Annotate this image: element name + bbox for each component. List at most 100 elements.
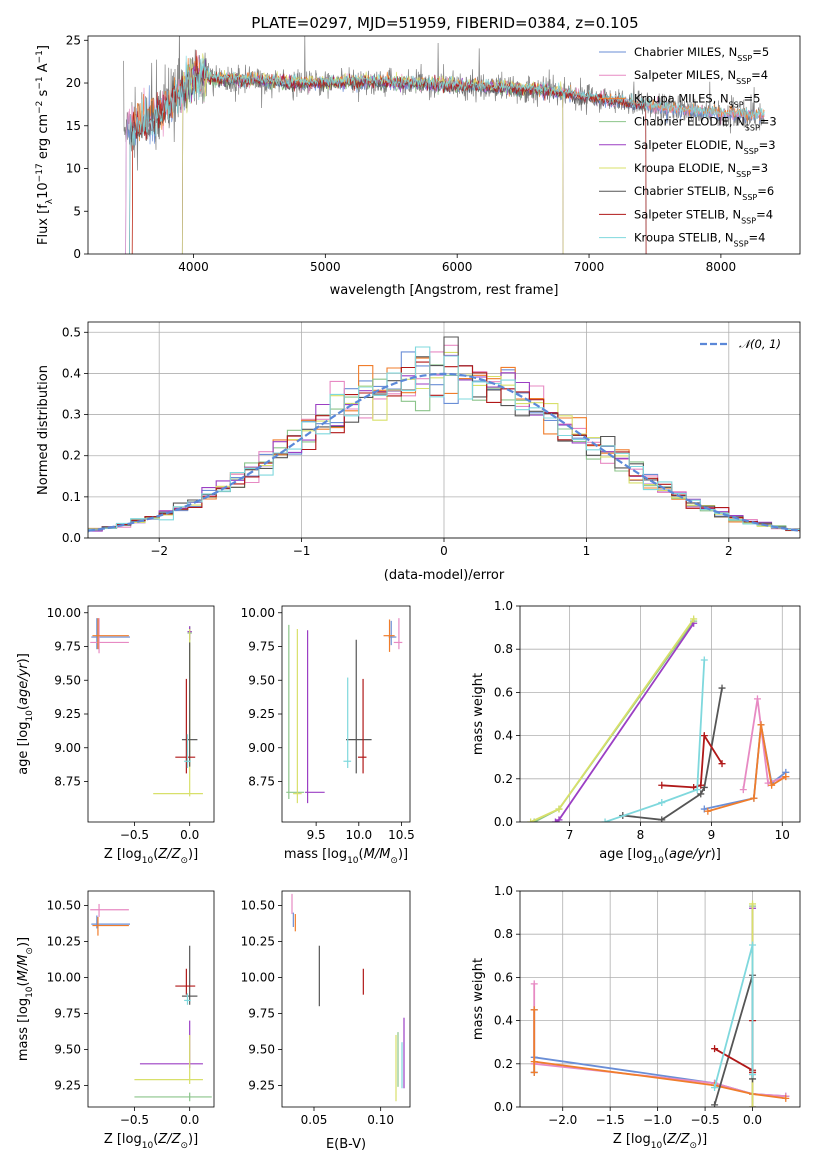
y-tick-label: 0.2 [62, 449, 81, 463]
x-tick-label: −0.5 [120, 828, 149, 842]
y-tick-label: 0.8 [494, 927, 513, 941]
y-tick-label: 0 [73, 247, 81, 261]
errorbar-area [286, 618, 403, 804]
weight-marker-7 [690, 783, 698, 791]
y-tick-label: 9.25 [54, 1078, 81, 1092]
weight-line-0 [533, 1009, 786, 1098]
age-vs-metallicity-plot: −0.5 0.0 8.75 9.00 9.25 9.50 9.75 10.00 Z [log10… [16, 605, 215, 866]
y-tick-label: 0.2 [494, 772, 513, 786]
weight-marker-1 [753, 695, 761, 703]
y-tick-label: 9.00 [54, 741, 81, 755]
y-tick-label: 0.8 [494, 642, 513, 656]
x-axis-label: mass [log10(M/M⊙)] [284, 847, 408, 866]
x-tick-label: 2 [725, 544, 733, 558]
x-tick-label: 0 [440, 544, 448, 558]
x-tick-label: 10.0 [345, 828, 372, 842]
weight-lines [527, 615, 790, 822]
weight-marker-6 [718, 684, 726, 692]
weight-line-1 [533, 983, 786, 1098]
legend-label: Salpeter ELODIE, NSSP=3 [634, 138, 776, 156]
y-tick-label: 0.5 [62, 325, 81, 339]
weight-marker-7 [658, 781, 666, 789]
weight-marker-8 [700, 656, 708, 664]
weight-marker-6 [658, 816, 666, 822]
histogram-area [88, 336, 800, 533]
axes-frame [87, 321, 801, 539]
y-tick-label: 9.75 [54, 640, 81, 654]
x-tick-label: 0.05 [301, 1113, 328, 1127]
x-tick-label: 1 [583, 544, 591, 558]
y-axis-label: Normed distribution [36, 365, 51, 495]
weight-line-6 [713, 974, 754, 1106]
y-tick-label: 0.4 [494, 1014, 513, 1028]
weight-line-2 [533, 1009, 786, 1100]
x-tick-label: 4000 [178, 260, 209, 274]
age-vs-mass-plot: 9.5 10.0 10.5 8.75 9.00 9.25 9.50 9.75 10.00 mass… [241, 605, 415, 866]
weight-marker-6 [700, 783, 708, 791]
axes-frame [87, 605, 215, 823]
weight-line-8 [604, 659, 706, 822]
y-tick-label: 8.75 [54, 775, 81, 789]
x-tick-label: −1 [293, 544, 311, 558]
spectrum-lines [123, 36, 765, 254]
y-axis-label: Flux [fλ10−17 erg cm−2 s−1 A−1] [35, 45, 55, 245]
y-tick-label: 9.50 [54, 1042, 81, 1056]
y-tick-label: 15 [66, 119, 81, 133]
legend-label: Kroupa ELODIE, NSSP=3 [634, 161, 768, 179]
errorbar-area [90, 903, 212, 1102]
x-tick-label: 9.5 [307, 828, 326, 842]
x-tick-label: 0.0 [180, 828, 199, 842]
y-tick-label: 0.0 [494, 815, 513, 829]
x-tick-label: 10 [775, 828, 790, 842]
x-tick-label: 0.0 [180, 1113, 199, 1127]
weight-line-1 [742, 698, 787, 790]
weight-line-4 [554, 622, 695, 822]
weight-marker-5 [527, 818, 535, 822]
y-tick-label: 10.50 [47, 898, 81, 912]
x-tick-label: −0.5 [691, 1113, 720, 1127]
y-tick-label: 0.4 [494, 729, 513, 743]
weight-marker-8 [693, 786, 701, 794]
x-tick-label: 8 [637, 828, 645, 842]
weight-marker-8 [749, 1071, 757, 1079]
x-axis-label: age [log10(age/yr)] [599, 847, 721, 866]
weight-marker-8 [601, 818, 609, 822]
y-tick-label: 10.00 [47, 970, 81, 984]
model-spectrum-line-8 [129, 55, 765, 254]
axes-frame [87, 890, 215, 1108]
legend-label: Chabrier ELODIE, NSSP=3 [634, 115, 777, 133]
y-tick-label: 0.0 [62, 531, 81, 545]
y-tick-label: 20 [66, 76, 81, 90]
y-tick-label: 9.25 [248, 707, 275, 721]
x-tick-label: 0.0 [743, 1113, 762, 1127]
weight-marker-2 [768, 781, 776, 789]
weight-marker-2 [757, 721, 765, 729]
weight-marker-6 [697, 790, 705, 798]
model-spectrum-line-3 [181, 63, 564, 254]
spectrum-plot: 4000 5000 6000 7000 8000 0 5 10 15 20 25 Chabrier M… [35, 33, 801, 298]
x-axis-label: Z [log10(Z/Z⊙)] [613, 1132, 707, 1151]
y-tick-label: 10.50 [241, 898, 275, 912]
weight-marker-2 [530, 1068, 538, 1076]
x-tick-label: −2 [150, 544, 168, 558]
weight-marker-6 [711, 1101, 719, 1107]
weight-marker-2 [530, 1006, 538, 1014]
weight-marker-5 [749, 1103, 757, 1107]
y-tick-label: 5 [73, 204, 81, 218]
axes-frame [519, 605, 801, 823]
figure-title: PLATE=0297, MJD=51959, FIBERID=0384, z=0… [251, 14, 638, 32]
x-tick-label: −1.0 [643, 1113, 672, 1127]
y-tick-label: 0.1 [62, 490, 81, 504]
weight-marker-1 [739, 786, 747, 794]
weight-lines [530, 900, 790, 1107]
x-tick-label: 7000 [574, 260, 605, 274]
y-tick-label: 8.75 [248, 775, 275, 789]
x-axis-label: wavelength [Angstrom, rest frame] [330, 283, 559, 298]
axes-frame [87, 35, 801, 255]
weight-marker-2 [530, 1058, 538, 1066]
x-tick-label: −0.5 [120, 1113, 149, 1127]
spectrum-legend: Chabrier MILES, NSSP=5 Salpeter MILES, NS… [599, 45, 777, 248]
weight-marker-0 [700, 805, 708, 813]
weight-line-0 [704, 724, 787, 810]
weight-marker-2 [782, 1094, 790, 1102]
